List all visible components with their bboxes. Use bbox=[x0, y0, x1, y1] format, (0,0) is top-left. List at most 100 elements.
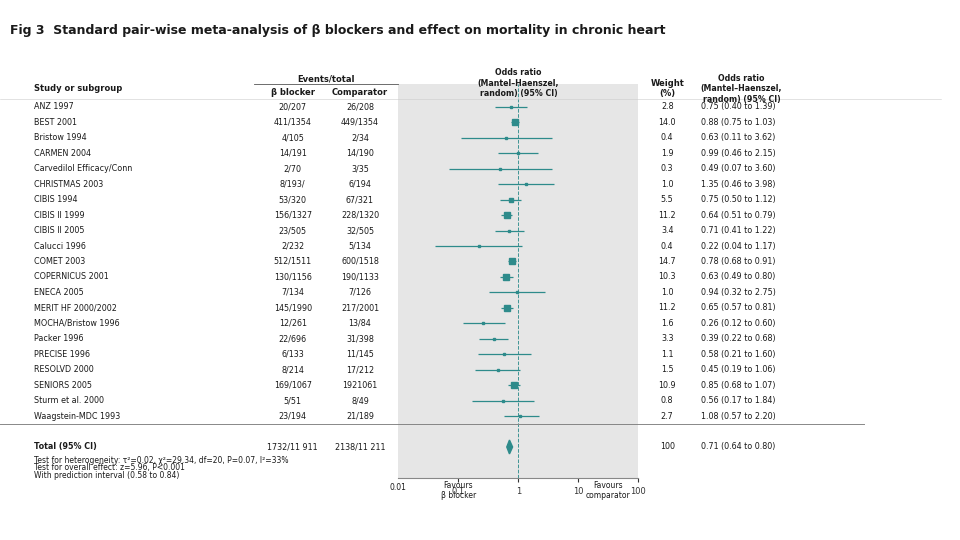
Text: 0.4: 0.4 bbox=[660, 241, 674, 251]
Text: 1921061: 1921061 bbox=[343, 381, 377, 390]
Text: 0.65 (0.57 to 0.81): 0.65 (0.57 to 0.81) bbox=[701, 303, 776, 312]
Text: 5/51: 5/51 bbox=[284, 396, 301, 405]
Text: 23/194: 23/194 bbox=[278, 411, 307, 421]
Text: 22/696: 22/696 bbox=[278, 334, 307, 343]
Text: BEST 2001: BEST 2001 bbox=[34, 118, 77, 127]
Text: 67/321: 67/321 bbox=[346, 195, 374, 204]
Text: 0.94 (0.32 to 2.75): 0.94 (0.32 to 2.75) bbox=[701, 288, 776, 297]
Text: 0.58 (0.21 to 1.60): 0.58 (0.21 to 1.60) bbox=[701, 350, 776, 359]
Text: 3.3: 3.3 bbox=[660, 334, 674, 343]
Text: bmj: bmj bbox=[791, 500, 850, 528]
Polygon shape bbox=[507, 440, 513, 454]
Text: 0.75 (0.50 to 1.12): 0.75 (0.50 to 1.12) bbox=[701, 195, 776, 204]
Text: 14/190: 14/190 bbox=[346, 148, 374, 158]
Text: 5/134: 5/134 bbox=[348, 241, 372, 251]
Text: 145/1990: 145/1990 bbox=[274, 303, 312, 312]
Text: CHRISTMAS 2003: CHRISTMAS 2003 bbox=[34, 180, 103, 188]
Text: 26/208: 26/208 bbox=[346, 103, 374, 111]
Text: 0.71 (0.41 to 1.22): 0.71 (0.41 to 1.22) bbox=[701, 226, 776, 235]
Text: CIBIS 1994: CIBIS 1994 bbox=[34, 195, 77, 204]
Text: 0.56 (0.17 to 1.84): 0.56 (0.17 to 1.84) bbox=[701, 396, 776, 405]
Text: Odds ratio
(Mantel–Haenszel,
random) (95% CI): Odds ratio (Mantel–Haenszel, random) (95… bbox=[701, 74, 782, 104]
Text: 2.8: 2.8 bbox=[660, 103, 674, 111]
Text: 2.7: 2.7 bbox=[660, 411, 674, 421]
Text: Bristow 1994: Bristow 1994 bbox=[34, 133, 86, 143]
Text: With prediction interval (0.58 to 0.84): With prediction interval (0.58 to 0.84) bbox=[34, 471, 179, 480]
Text: 14/191: 14/191 bbox=[278, 148, 307, 158]
Text: Favours
comparator: Favours comparator bbox=[586, 481, 631, 500]
Text: 5.5: 5.5 bbox=[660, 195, 674, 204]
Text: 23/505: 23/505 bbox=[278, 226, 307, 235]
Text: 11.2: 11.2 bbox=[659, 303, 676, 312]
Text: 0.49 (0.07 to 3.60): 0.49 (0.07 to 3.60) bbox=[701, 164, 776, 173]
Text: 1.0: 1.0 bbox=[660, 180, 674, 188]
Text: 8/214: 8/214 bbox=[281, 365, 304, 374]
Text: β blocker: β blocker bbox=[271, 88, 315, 97]
Text: 600/1518: 600/1518 bbox=[341, 257, 379, 266]
Text: 0.22 (0.04 to 1.17): 0.22 (0.04 to 1.17) bbox=[701, 241, 776, 251]
Text: 8/193/: 8/193/ bbox=[280, 180, 305, 188]
Text: CARMEN 2004: CARMEN 2004 bbox=[34, 148, 90, 158]
Text: 0.8: 0.8 bbox=[660, 396, 674, 405]
Text: 1732/11 911: 1732/11 911 bbox=[268, 442, 318, 451]
Text: COPERNICUS 2001: COPERNICUS 2001 bbox=[34, 273, 108, 281]
Text: Packer 1996: Packer 1996 bbox=[34, 334, 84, 343]
Text: Favours
β blocker: Favours β blocker bbox=[441, 481, 476, 500]
Text: 1.1: 1.1 bbox=[660, 350, 674, 359]
Text: PRECISE 1996: PRECISE 1996 bbox=[34, 350, 89, 359]
Text: 156/1327: 156/1327 bbox=[274, 211, 312, 220]
Text: 3/35: 3/35 bbox=[351, 164, 369, 173]
Text: 0.75 (0.40 to 1.39): 0.75 (0.40 to 1.39) bbox=[701, 103, 776, 111]
Text: 0.01: 0.01 bbox=[390, 483, 407, 492]
Text: 11.2: 11.2 bbox=[659, 211, 676, 220]
Text: 1.9: 1.9 bbox=[660, 148, 674, 158]
Text: 2/232: 2/232 bbox=[281, 241, 304, 251]
Text: the: the bbox=[810, 474, 830, 487]
Text: ENECA 2005: ENECA 2005 bbox=[34, 288, 84, 297]
Text: CIBIS II 2005: CIBIS II 2005 bbox=[34, 226, 84, 235]
Text: 169/1067: 169/1067 bbox=[274, 381, 312, 390]
Text: 0.63 (0.11 to 3.62): 0.63 (0.11 to 3.62) bbox=[701, 133, 775, 143]
Text: CIBIS II 1999: CIBIS II 1999 bbox=[34, 211, 84, 220]
Text: 217/2001: 217/2001 bbox=[341, 303, 379, 312]
Text: Comparator: Comparator bbox=[332, 88, 388, 97]
Text: 0.45 (0.19 to 1.06): 0.45 (0.19 to 1.06) bbox=[701, 365, 776, 374]
Text: Saurav Chatterjee et al. BMJ 2013;346:bmj.f55: Saurav Chatterjee et al. BMJ 2013;346:bm… bbox=[355, 515, 592, 524]
Text: 0.71 (0.64 to 0.80): 0.71 (0.64 to 0.80) bbox=[701, 442, 775, 451]
Text: 0.78 (0.68 to 0.91): 0.78 (0.68 to 0.91) bbox=[701, 257, 776, 266]
Text: 0.99 (0.46 to 2.15): 0.99 (0.46 to 2.15) bbox=[701, 148, 776, 158]
Text: Carvedilol Efficacy/Conn: Carvedilol Efficacy/Conn bbox=[34, 164, 132, 173]
Text: 4/105: 4/105 bbox=[281, 133, 304, 143]
Text: 14.7: 14.7 bbox=[659, 257, 676, 266]
Text: 0.63 (0.49 to 0.80): 0.63 (0.49 to 0.80) bbox=[701, 273, 775, 281]
Text: RESOLVD 2000: RESOLVD 2000 bbox=[34, 365, 93, 374]
Text: Events/total: Events/total bbox=[298, 75, 355, 84]
Text: 0.4: 0.4 bbox=[660, 133, 674, 143]
Text: 12/261: 12/261 bbox=[278, 319, 307, 328]
Text: 0.39 (0.22 to 0.68): 0.39 (0.22 to 0.68) bbox=[701, 334, 776, 343]
Text: 6/133: 6/133 bbox=[281, 350, 304, 359]
Text: 130/1156: 130/1156 bbox=[274, 273, 312, 281]
Text: 8/49: 8/49 bbox=[351, 396, 369, 405]
Text: 10.3: 10.3 bbox=[659, 273, 676, 281]
Text: 2/70: 2/70 bbox=[284, 164, 301, 173]
Text: COMET 2003: COMET 2003 bbox=[34, 257, 84, 266]
Text: 7/126: 7/126 bbox=[348, 288, 372, 297]
Text: 1.08 (0.57 to 2.20): 1.08 (0.57 to 2.20) bbox=[701, 411, 776, 421]
Text: 32/505: 32/505 bbox=[346, 226, 374, 235]
Text: Waagstein-MDC 1993: Waagstein-MDC 1993 bbox=[34, 411, 120, 421]
Text: MOCHA/Bristow 1996: MOCHA/Bristow 1996 bbox=[34, 319, 119, 328]
Text: 1.6: 1.6 bbox=[660, 319, 674, 328]
Text: ANZ 1997: ANZ 1997 bbox=[34, 103, 73, 111]
Text: 6/194: 6/194 bbox=[348, 180, 372, 188]
Text: 228/1320: 228/1320 bbox=[341, 211, 379, 220]
Text: 449/1354: 449/1354 bbox=[341, 118, 379, 127]
Text: 13/84: 13/84 bbox=[348, 319, 372, 328]
Text: Test for heterogeneity: τ²=0.02, χ²=29.34, df=20, P=0.07, I²=33%: Test for heterogeneity: τ²=0.02, χ²=29.3… bbox=[34, 456, 288, 464]
Text: 31/398: 31/398 bbox=[346, 334, 374, 343]
Text: 0.88 (0.75 to 1.03): 0.88 (0.75 to 1.03) bbox=[701, 118, 776, 127]
Text: 0.26 (0.12 to 0.60): 0.26 (0.12 to 0.60) bbox=[701, 319, 776, 328]
Text: 512/1511: 512/1511 bbox=[274, 257, 312, 266]
Text: 17/212: 17/212 bbox=[346, 365, 374, 374]
Text: Test for overall effect: z=5.96, P<0.001: Test for overall effect: z=5.96, P<0.001 bbox=[34, 463, 184, 472]
